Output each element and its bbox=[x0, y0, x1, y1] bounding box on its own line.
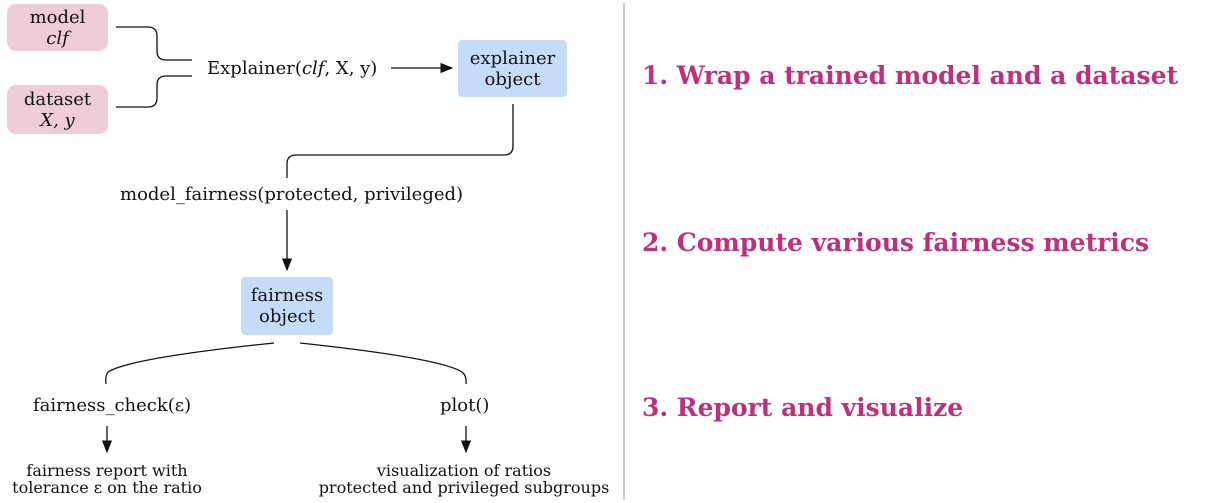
fairness-check-call: fairness_check(ε) bbox=[33, 395, 192, 416]
model-box-var: clf bbox=[46, 27, 69, 49]
dataset-box-var: X, y bbox=[40, 109, 75, 131]
step-1: 1. Wrap a trained model and a dataset bbox=[642, 61, 1179, 90]
dataset-box: dataset X, y bbox=[7, 85, 108, 134]
dataset-box-title: dataset bbox=[23, 88, 92, 110]
fairness-report-output: fairness report with tolerance ε on the … bbox=[0, 462, 214, 496]
visualization-output: visualization of ratios protected and pr… bbox=[306, 462, 622, 496]
visualization-line1: visualization of ratios bbox=[376, 461, 552, 480]
model-fairness-call: model_fairness(protected, privileged) bbox=[120, 184, 464, 205]
explainer-call-arg: clf bbox=[301, 58, 325, 79]
explainer-call: Explainer(clf, X, y) bbox=[207, 58, 377, 79]
explainer-to-fairness-connector bbox=[286, 104, 514, 178]
plot-call: plot() bbox=[440, 395, 490, 416]
explainer-object-line2: object bbox=[484, 68, 541, 90]
step-2: 2. Compute various fairness metrics bbox=[642, 228, 1150, 257]
plot-branch bbox=[299, 342, 467, 385]
report-line1: fairness report with bbox=[26, 461, 188, 480]
dataset-connector bbox=[116, 75, 192, 108]
fairness-check-branch bbox=[105, 342, 275, 385]
explainer-call-prefix: Explainer( bbox=[207, 58, 302, 79]
model-box-title: model bbox=[29, 6, 86, 28]
fairness-object-box: fairness object bbox=[241, 277, 333, 335]
model-connector bbox=[116, 26, 192, 61]
step-3: 3. Report and visualize bbox=[642, 393, 964, 422]
fairness-object-line2: object bbox=[259, 306, 315, 327]
fairness-object-line1: fairness bbox=[250, 285, 324, 306]
explainer-call-suffix: , X, y) bbox=[324, 58, 378, 79]
vertical-divider bbox=[623, 3, 625, 500]
explainer-object-line1: explainer bbox=[469, 47, 556, 69]
model-box: model clf bbox=[7, 4, 108, 51]
visualization-line2: protected and privileged subgroups bbox=[318, 478, 610, 497]
report-line2: tolerance ε on the ratio bbox=[12, 478, 202, 497]
explainer-object-box: explainer object bbox=[458, 40, 567, 97]
